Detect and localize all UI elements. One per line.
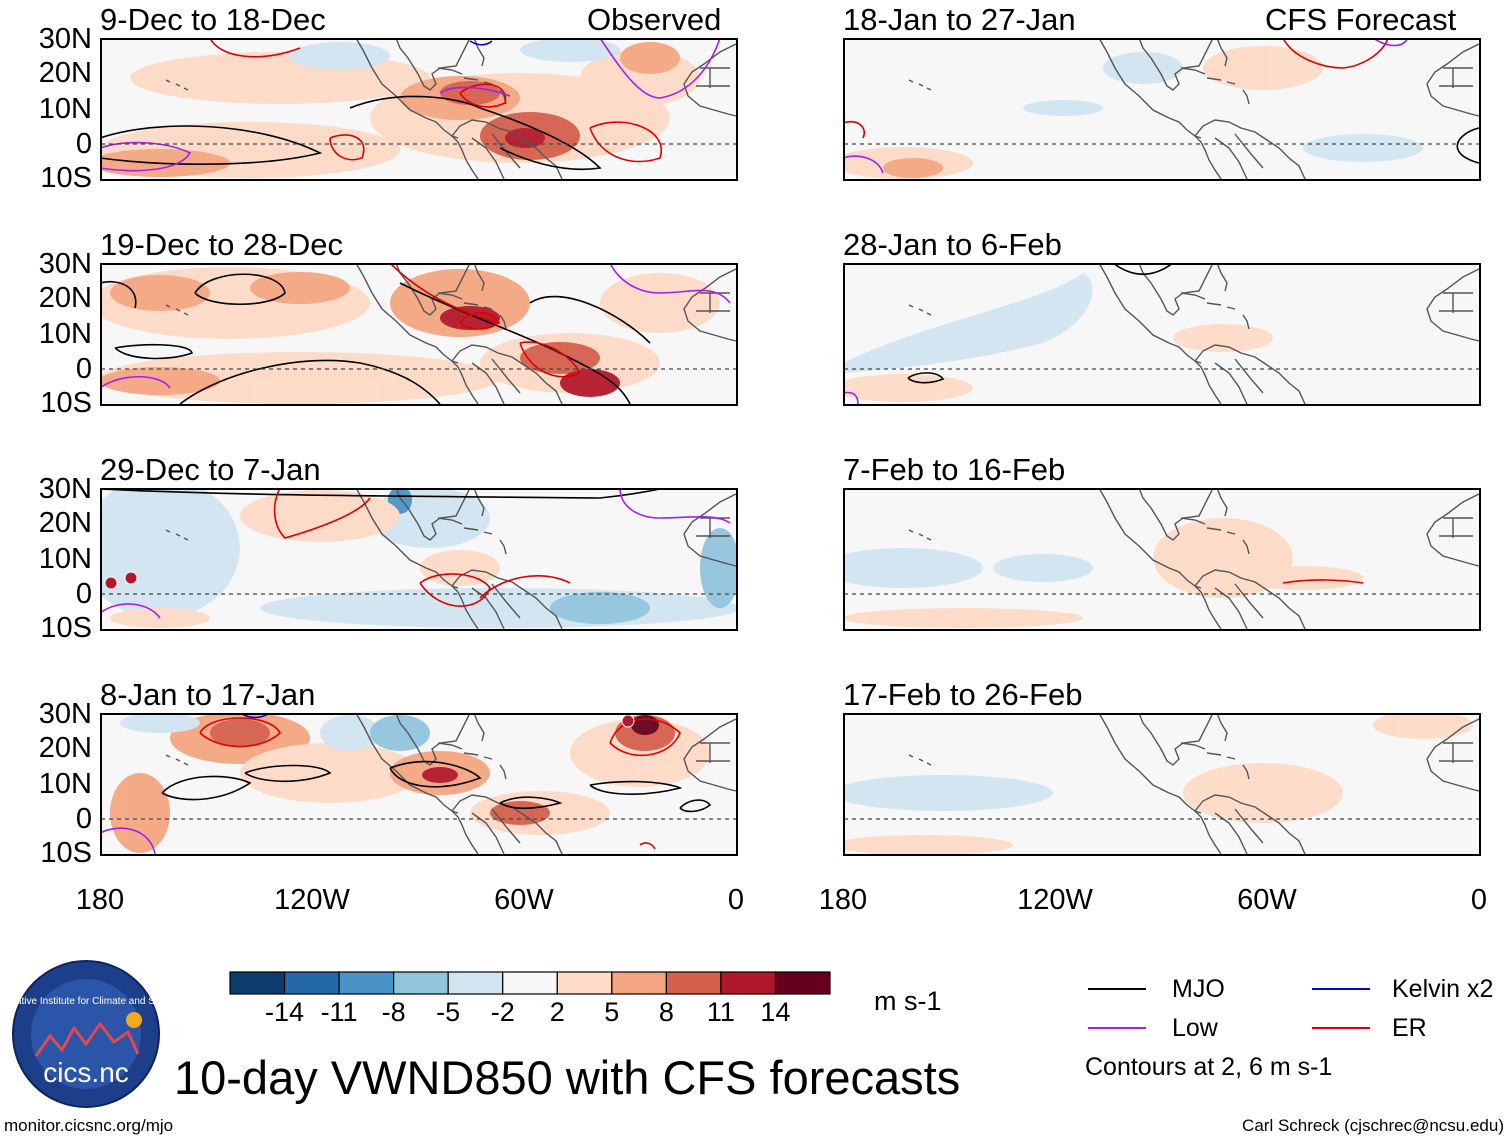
logo-ring-text: Cooperative Institute for Climate and Sa… bbox=[10, 996, 162, 1007]
colorbar-tick: -11 bbox=[320, 997, 358, 1027]
colorbar-tick: -5 bbox=[436, 997, 461, 1027]
map-panel-5 bbox=[843, 38, 1481, 181]
map-panel-1 bbox=[100, 38, 738, 181]
colorbar-swatch bbox=[611, 971, 667, 995]
map-panel-4 bbox=[100, 713, 738, 856]
lat-tick: 10N bbox=[38, 543, 92, 575]
lat-tick: 10S bbox=[40, 612, 92, 644]
panel-3-period: 29-Dec to 7-Jan bbox=[100, 452, 321, 487]
colorbar-tick: -14 bbox=[265, 997, 305, 1027]
footer-left-link[interactable]: monitor.cicsnc.org/mjo bbox=[4, 1116, 174, 1135]
lat-tick: 0 bbox=[75, 803, 92, 835]
colorbar-tick: 8 bbox=[658, 997, 674, 1027]
colorbar-tick: -8 bbox=[381, 997, 406, 1027]
panel-6-period: 28-Jan to 6-Feb bbox=[843, 227, 1062, 262]
lat-tick: 10N bbox=[38, 318, 92, 350]
lat-tick: 20N bbox=[38, 507, 92, 539]
lat-tick: 10S bbox=[40, 837, 92, 869]
lon-tick: 0 bbox=[727, 884, 745, 916]
legend-label-low: Low bbox=[1172, 1014, 1218, 1042]
observed-label: Observed bbox=[587, 2, 722, 37]
lon-tick: 120W bbox=[274, 884, 350, 916]
panel-8-period: 17-Feb to 26-Feb bbox=[843, 677, 1083, 712]
forecast-label: CFS Forecast bbox=[1265, 2, 1457, 37]
lat-tick: 10S bbox=[40, 162, 92, 194]
legend-label-er: ER bbox=[1392, 1014, 1427, 1042]
legend-label-kelvin: Kelvin x2 bbox=[1392, 975, 1494, 1003]
legend-line-low bbox=[1088, 1027, 1146, 1029]
lon-tick: 60W bbox=[1237, 884, 1297, 916]
colorbar-swatch bbox=[556, 971, 613, 995]
lon-tick: 120W bbox=[1017, 884, 1093, 916]
cicsnc-logo: Cooperative Institute for Climate and Sa… bbox=[10, 960, 162, 1108]
panel-2-period: 19-Dec to 28-Dec bbox=[100, 227, 343, 262]
lat-tick: 0 bbox=[75, 578, 92, 610]
panel-5-period: 18-Jan to 27-Jan bbox=[843, 2, 1076, 37]
lat-tick: 0 bbox=[75, 353, 92, 385]
colorbar-swatch bbox=[338, 971, 395, 995]
legend-line-mjo bbox=[1088, 988, 1146, 990]
lat-tick: 10N bbox=[38, 93, 92, 125]
legend-note: Contours at 2, 6 m s-1 bbox=[1085, 1053, 1333, 1081]
figure-title: 10-day VWND850 with CFS forecasts bbox=[174, 1051, 961, 1104]
colorbar-tick: 5 bbox=[604, 997, 620, 1027]
colorbar-tick: 2 bbox=[549, 997, 565, 1027]
lon-tick: 0 bbox=[1470, 884, 1488, 916]
lon-tick: 180 bbox=[75, 884, 125, 916]
lat-tick: 10N bbox=[38, 768, 92, 800]
colorbar-swatch bbox=[665, 971, 722, 995]
colorbar-tick: 14 bbox=[760, 997, 791, 1027]
lat-tick: 0 bbox=[75, 128, 92, 160]
panel-4-period: 8-Jan to 17-Jan bbox=[100, 677, 316, 712]
tc-symbols bbox=[104, 571, 138, 590]
lat-tick: 30N bbox=[38, 473, 92, 505]
lat-tick: 30N bbox=[38, 23, 92, 55]
colorbar-swatch bbox=[502, 971, 558, 995]
legend-label-mjo: MJO bbox=[1172, 975, 1225, 1003]
lat-tick: 20N bbox=[38, 732, 92, 764]
map-panel-8 bbox=[843, 713, 1481, 856]
colorbar-swatch bbox=[720, 971, 777, 995]
lat-tick: 10S bbox=[40, 387, 92, 419]
lat-tick: 30N bbox=[38, 248, 92, 280]
logo-text: cics.nc bbox=[43, 1057, 129, 1088]
lon-tick: 60W bbox=[494, 884, 554, 916]
colorbar-swatch bbox=[774, 971, 831, 995]
colorbar-swatch bbox=[393, 971, 449, 995]
lon-tick: 180 bbox=[818, 884, 868, 916]
legend-line-er bbox=[1312, 1027, 1370, 1029]
lat-tick: 20N bbox=[38, 282, 92, 314]
lat-tick: 30N bbox=[38, 698, 92, 730]
colorbar-swatch bbox=[229, 971, 286, 995]
colorbar-tick: -2 bbox=[490, 997, 515, 1027]
panel-7-period: 7-Feb to 16-Feb bbox=[843, 452, 1066, 487]
colorbar-swatch bbox=[447, 971, 504, 995]
colorbar-swatches bbox=[229, 971, 831, 995]
map-panel-7 bbox=[843, 488, 1481, 631]
colorbar-unit: m s-1 bbox=[874, 986, 942, 1016]
lat-tick: 20N bbox=[38, 57, 92, 89]
legend-line-kelvin bbox=[1312, 988, 1370, 990]
map-panel-2 bbox=[100, 263, 738, 406]
footer-credit: Carl Schreck (cjschrec@ncsu.edu) bbox=[1242, 1116, 1504, 1135]
map-panel-3 bbox=[100, 488, 738, 631]
panel-1-period: 9-Dec to 18-Dec bbox=[100, 2, 326, 37]
colorbar-tick: 11 bbox=[706, 997, 735, 1027]
colorbar-swatch bbox=[283, 971, 340, 995]
map-panel-6 bbox=[843, 263, 1481, 406]
